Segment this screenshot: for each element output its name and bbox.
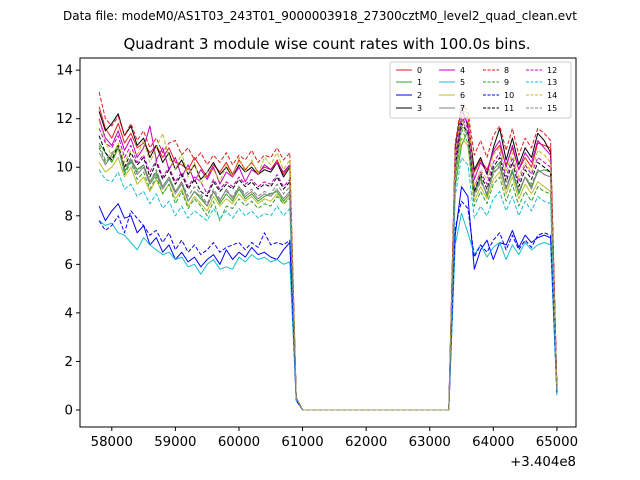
series-line-11 <box>98 123 558 411</box>
series-line-6 <box>98 137 558 411</box>
legend-label-11: 11 <box>504 104 514 113</box>
legend-label-13: 13 <box>547 78 557 87</box>
y-tick-label: 0 <box>65 404 73 419</box>
x-tick-label: 63000 <box>409 435 451 450</box>
x-tick-label: 61000 <box>281 435 323 450</box>
series-line-9 <box>98 127 558 411</box>
legend-label-7: 7 <box>460 104 465 113</box>
x-tick-label: 58000 <box>91 435 133 450</box>
legend-label-10: 10 <box>504 91 514 100</box>
legend-label-1: 1 <box>417 78 422 87</box>
x-tick-label: 59000 <box>154 435 196 450</box>
y-tick-label: 6 <box>65 258 73 273</box>
legend-label-3: 3 <box>417 104 422 113</box>
x-tick-label: 62000 <box>345 435 387 450</box>
series-line-8 <box>98 91 558 411</box>
legend-label-8: 8 <box>504 66 509 75</box>
series-line-4 <box>98 110 558 411</box>
series-layer <box>98 91 558 411</box>
series-line-15 <box>98 125 558 411</box>
legend-box <box>389 61 572 119</box>
series-line-12 <box>98 115 558 411</box>
y-tick-label: 2 <box>65 355 73 370</box>
y-tick-label: 8 <box>65 209 73 224</box>
series-line-5 <box>98 212 558 411</box>
series-line-14 <box>98 108 558 411</box>
y-axis-ticks: 0 2 4 6 8 10 12 14 <box>56 64 80 419</box>
x-tick-label: 64000 <box>472 435 514 450</box>
y-tick-label: 10 <box>56 161 73 176</box>
series-line-7 <box>98 118 558 411</box>
axes-frame <box>79 57 577 428</box>
series-line-13 <box>98 157 558 411</box>
legend-label-0: 0 <box>417 66 422 75</box>
legend-label-6: 6 <box>460 91 465 100</box>
legend-label-12: 12 <box>547 66 557 75</box>
y-tick-label: 12 <box>56 112 73 127</box>
legend-label-9: 9 <box>504 78 509 87</box>
figure-suptitle: Data file: modeM0/AS1T03_243T01_90000039… <box>63 9 577 23</box>
series-line-10 <box>98 200 558 411</box>
legend-label-15: 15 <box>547 104 557 113</box>
legend-label-4: 4 <box>460 66 465 75</box>
legend-label-5: 5 <box>460 78 465 87</box>
chart-title: Quadrant 3 module wise count rates with … <box>123 35 530 53</box>
y-tick-label: 4 <box>65 306 73 321</box>
legend-label-14: 14 <box>547 91 557 100</box>
x-axis-offset-label: +3.404e8 <box>510 455 576 470</box>
x-axis-ticks: 58000 59000 60000 61000 62000 63000 64000 65000 <box>91 427 578 450</box>
x-tick-label: 65000 <box>536 435 578 450</box>
legend-label-2: 2 <box>417 91 422 100</box>
x-tick-label: 60000 <box>218 435 260 450</box>
y-tick-label: 14 <box>56 64 73 79</box>
